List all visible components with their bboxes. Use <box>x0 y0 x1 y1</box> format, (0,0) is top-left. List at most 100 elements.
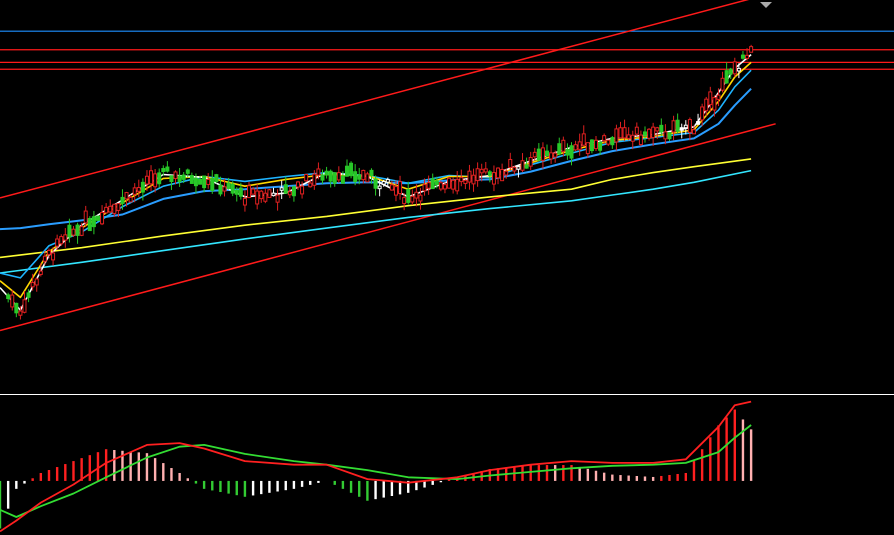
candle-body <box>438 182 443 190</box>
candle-body <box>116 203 121 211</box>
candle-body <box>124 192 129 200</box>
candle-body <box>226 182 231 189</box>
candle-body <box>340 175 345 184</box>
candle-body <box>589 139 594 152</box>
candle-body <box>369 169 374 176</box>
channel-trend-line <box>0 0 750 199</box>
candle-body <box>667 132 672 140</box>
candle-body <box>581 133 586 146</box>
candle-body <box>594 139 598 150</box>
candle-body <box>479 168 484 174</box>
candle-body <box>642 131 647 136</box>
candle-body <box>712 97 717 111</box>
candle-body <box>573 144 578 151</box>
candle-body <box>471 174 476 185</box>
candle-body <box>296 181 300 188</box>
candle-body <box>79 226 84 236</box>
candle-body <box>71 228 76 236</box>
candle-body <box>275 194 280 203</box>
candle-body <box>30 282 35 288</box>
candle-body <box>451 179 456 190</box>
candle-body <box>393 186 398 196</box>
candle-body <box>112 203 117 214</box>
candle-body <box>565 149 570 156</box>
candle-body <box>663 131 668 140</box>
candle-body <box>157 172 162 185</box>
candle-body <box>659 124 664 133</box>
candle-body <box>487 171 492 176</box>
candle-body <box>291 186 296 197</box>
candle-body <box>222 186 227 192</box>
candle-body <box>675 119 680 132</box>
candle-body <box>602 135 607 142</box>
macd-signal-line <box>0 400 752 533</box>
candle-body <box>455 178 460 192</box>
candle-body <box>442 184 447 190</box>
candle-body <box>38 270 43 275</box>
candle-body <box>202 175 207 189</box>
candle-body <box>42 255 47 262</box>
candle-body <box>328 170 333 182</box>
candle-body <box>483 168 488 173</box>
candle-body <box>512 166 517 172</box>
candle-body <box>634 126 639 135</box>
candle-body <box>128 196 133 203</box>
candle-body <box>104 206 109 214</box>
candle-body <box>536 148 541 161</box>
candle-body <box>144 175 149 185</box>
candle-body <box>638 134 643 146</box>
candle-body <box>357 174 362 180</box>
candle-body <box>728 68 733 75</box>
candle-body <box>647 128 652 139</box>
candle-body <box>410 195 415 203</box>
candle-body <box>59 236 64 245</box>
candle-body <box>242 198 247 206</box>
candle-body <box>745 54 750 59</box>
candle-body <box>320 174 325 181</box>
candle-body <box>177 175 182 183</box>
candle-body <box>418 194 423 202</box>
candle-body <box>108 205 113 213</box>
candle-body <box>414 191 419 199</box>
candle-body <box>683 124 688 129</box>
candle-body <box>691 129 696 135</box>
candle-body <box>671 120 676 133</box>
candle-body <box>251 188 256 195</box>
candle-body <box>149 170 154 185</box>
candle-body <box>520 160 525 171</box>
candle-body <box>614 128 619 143</box>
candle-body <box>136 187 141 192</box>
candle-body <box>173 171 178 180</box>
candle-body <box>67 224 72 238</box>
candle-body <box>344 165 349 177</box>
candle-body <box>736 67 741 72</box>
candle-body <box>140 181 145 193</box>
candle-body <box>193 177 198 187</box>
candle-body <box>385 179 390 183</box>
candle-body <box>618 127 623 139</box>
candle-body <box>740 54 745 59</box>
candle-body <box>504 170 509 176</box>
candle-body <box>259 190 264 200</box>
candle-body <box>83 210 88 224</box>
candle-body <box>22 299 27 313</box>
candle-body <box>398 181 403 195</box>
macd-panel <box>0 400 753 533</box>
triangle-down-icon[interactable] <box>760 2 772 8</box>
candle-body <box>63 234 68 241</box>
candle-body <box>561 139 566 152</box>
candle-body <box>181 174 186 180</box>
candle-body <box>528 156 533 167</box>
candle-body <box>422 184 427 192</box>
candle-body <box>516 166 521 170</box>
candle-body <box>540 147 545 161</box>
candle-body <box>508 159 513 168</box>
candle-body <box>165 166 170 172</box>
candle-body <box>279 187 284 191</box>
candle-body <box>153 173 158 188</box>
candle-body <box>6 294 11 300</box>
candle-body <box>732 61 737 75</box>
candle-body <box>324 170 329 176</box>
